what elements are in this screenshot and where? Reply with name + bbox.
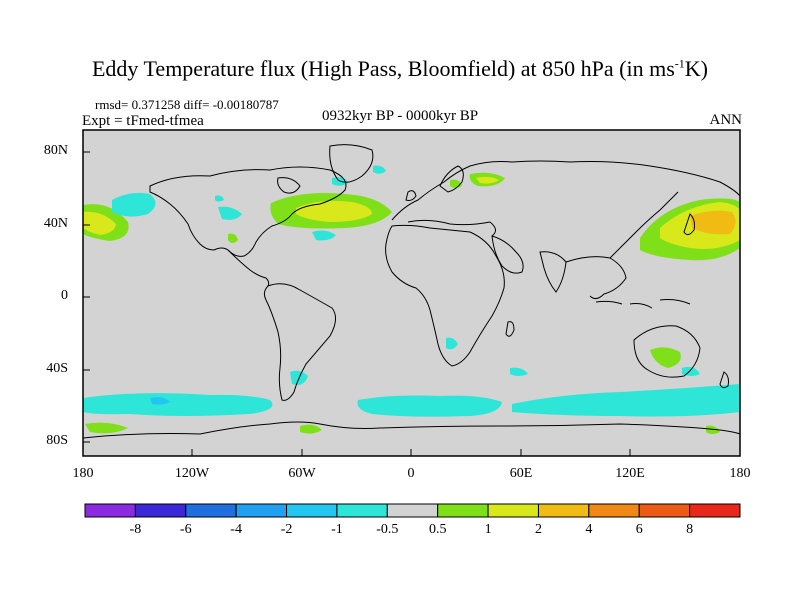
field-wpac-cyan-1 — [218, 206, 242, 220]
field-africa-cyan — [446, 337, 458, 350]
lon-label-180w: 180 — [72, 466, 94, 481]
coast-central-america — [227, 249, 270, 287]
field-npac-east-yellow — [83, 211, 116, 235]
colorbar-swatch — [336, 503, 388, 518]
coast-britain — [405, 190, 417, 201]
colorbar-label: 4 — [585, 522, 593, 537]
coastlines — [82, 144, 741, 439]
coast-australia — [633, 325, 701, 378]
colorbar-label: 2 — [534, 522, 542, 537]
colorbar — [84, 503, 741, 518]
coast-arabia — [491, 235, 524, 274]
colorbar-swatch — [537, 503, 590, 518]
field-australia-green — [650, 347, 681, 368]
field-safrica-cyan — [510, 367, 528, 376]
map-title: Eddy Temperature flux (High Pass, Bloomf… — [91, 56, 708, 81]
coast-scandinavia — [439, 165, 464, 193]
tick-marks — [83, 151, 631, 456]
field-europe-yellow — [476, 176, 499, 184]
colorbar-swatch — [386, 503, 439, 518]
colorbar-swatch — [689, 503, 741, 518]
colorbar-label: 6 — [635, 522, 643, 537]
coast-europe — [391, 160, 741, 221]
field-china-green — [642, 235, 660, 249]
colorbar-label: -6 — [179, 522, 192, 537]
field-so-green-2 — [300, 424, 322, 434]
colorbar-swatch — [134, 503, 187, 518]
coast-north-america — [149, 166, 347, 257]
coast-hudson-bay — [277, 177, 301, 194]
coast-mediterranean — [407, 219, 496, 237]
colorbar-swatch — [235, 503, 288, 518]
lon-label-180e: 180 — [729, 466, 751, 481]
field-so-green-1 — [85, 422, 128, 434]
field-so-band-2 — [357, 395, 502, 417]
field-greenland-cyan — [215, 195, 224, 202]
lon-label-60e: 60E — [509, 466, 533, 481]
lat-label-80s: 80S — [46, 433, 68, 448]
experiment-text: Expt = tFmed-tfmea — [82, 113, 204, 129]
colorbar-swatch — [84, 503, 136, 518]
colorbar-label: 0.5 — [428, 522, 447, 537]
colorbar-label: 1 — [484, 522, 492, 537]
coast-east-asia — [609, 191, 679, 259]
lat-label-40s: 40S — [46, 361, 68, 376]
colorbar-label: 8 — [686, 522, 694, 537]
anomaly-fields — [83, 165, 740, 434]
coast-madagascar — [505, 321, 515, 337]
coast-indonesia — [595, 299, 691, 309]
lon-label-0: 0 — [407, 466, 415, 481]
colorbar-swatch — [638, 503, 691, 518]
field-wpac-cyan-2 — [312, 230, 336, 241]
lat-label-40n: 40N — [43, 216, 68, 231]
colorbar-label: -4 — [230, 522, 242, 537]
coast-new-zealand — [719, 371, 729, 389]
colorbar-label: -8 — [129, 522, 142, 537]
field-so-dark — [150, 397, 170, 405]
lon-label-120w: 120W — [174, 466, 210, 481]
lon-label-60w: 60W — [288, 466, 316, 481]
field-gulf-green — [228, 233, 238, 243]
lat-label-80n: 80N — [43, 143, 68, 158]
colorbar-swatch — [185, 503, 237, 518]
field-so-band-1 — [83, 393, 273, 416]
colorbar-swatch — [437, 503, 489, 518]
coast-se-asia — [565, 256, 627, 300]
colorbar-swatch — [588, 503, 640, 518]
field-so-band-3 — [512, 384, 740, 417]
colorbar-swatch — [487, 503, 539, 518]
coast-india — [539, 251, 567, 293]
lat-label-0: 0 — [61, 288, 68, 303]
season-text: ANN — [709, 112, 743, 128]
colorbar-label: -2 — [280, 522, 293, 537]
field-nwpac-orange — [690, 210, 736, 235]
coast-japan — [683, 213, 695, 236]
coast-greenland — [329, 144, 374, 183]
field-npac-cyan — [112, 192, 156, 217]
period-text: 0932kyr BP - 0000kyr BP — [322, 108, 479, 124]
colorbar-label: -0.5 — [376, 522, 399, 537]
coast-antarctica — [82, 421, 741, 439]
field-arctic-cyan — [373, 165, 386, 174]
stats-text: rmsd= 0.371258 diff= -0.00180787 — [95, 97, 279, 112]
coast-south-america — [263, 283, 336, 401]
colorbar-label: -1 — [331, 522, 343, 537]
lon-label-120e: 120E — [615, 466, 645, 481]
coast-africa — [385, 224, 505, 367]
field-natl-yellow — [296, 200, 372, 222]
colorbar-swatch — [286, 503, 338, 518]
